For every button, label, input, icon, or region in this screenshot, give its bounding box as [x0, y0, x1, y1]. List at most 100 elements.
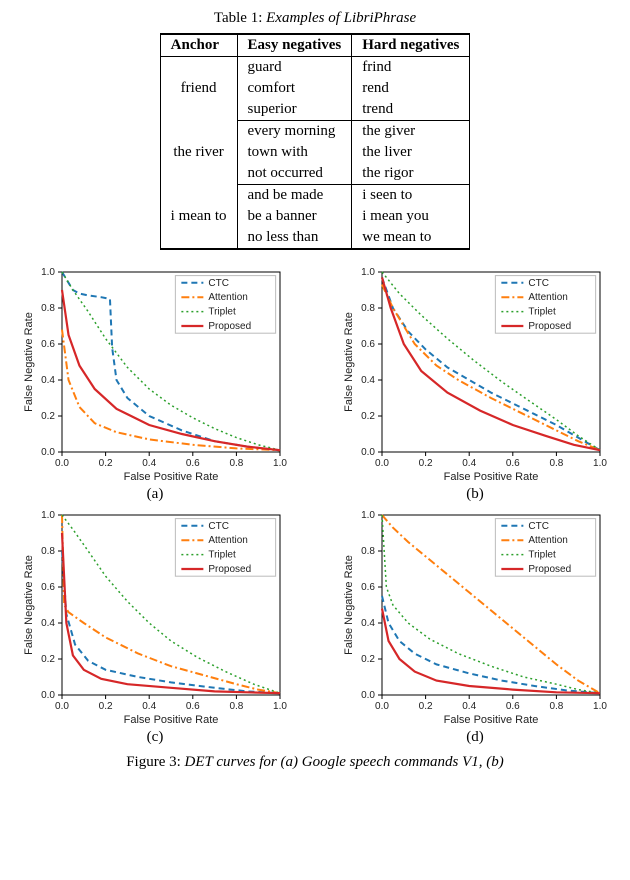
easy-cell: every morning [237, 121, 352, 143]
svg-text:0.4: 0.4 [41, 618, 55, 629]
figure-caption-body: DET curves for (a) Google speech command… [185, 754, 504, 770]
chart-label-a: (a) [10, 486, 300, 503]
svg-text:0.6: 0.6 [41, 339, 55, 350]
svg-text:0.0: 0.0 [361, 690, 375, 701]
chart-cell-b: 0.00.00.20.20.40.40.60.60.80.81.01.0Fals… [330, 264, 620, 503]
svg-text:Attention: Attention [528, 535, 567, 546]
svg-text:0.4: 0.4 [462, 458, 476, 469]
hard-cell: trend [352, 99, 470, 121]
svg-text:0.4: 0.4 [41, 375, 55, 386]
examples-table: Anchor Easy negatives Hard negatives fri… [160, 33, 471, 250]
svg-text:0.6: 0.6 [361, 582, 375, 593]
table-header-row: Anchor Easy negatives Hard negatives [160, 34, 470, 57]
col-anchor: Anchor [160, 34, 237, 57]
table-caption: Table 1: Examples of LibriPhrase [10, 10, 620, 27]
svg-text:0.2: 0.2 [361, 411, 375, 422]
det-chart-d: 0.00.00.20.20.40.40.60.60.80.81.01.0Fals… [340, 507, 610, 727]
hard-cell: i mean you [352, 206, 470, 227]
svg-text:False Positive Rate: False Positive Rate [444, 471, 539, 483]
svg-text:0.0: 0.0 [361, 447, 375, 458]
anchor-cell: friend [160, 57, 237, 121]
easy-cell: no less than [237, 227, 352, 249]
svg-text:0.4: 0.4 [361, 375, 375, 386]
easy-cell: superior [237, 99, 352, 121]
svg-text:CTC: CTC [528, 521, 549, 532]
chart-cell-d: 0.00.00.20.20.40.40.60.60.80.81.01.0Fals… [330, 507, 620, 746]
svg-text:1.0: 1.0 [273, 458, 287, 469]
chart-cell-a: 0.00.00.20.20.40.40.60.60.80.81.01.0Fals… [10, 264, 300, 503]
svg-text:Attention: Attention [208, 292, 247, 303]
figure-caption: Figure 3: DET curves for (a) Google spee… [10, 754, 620, 771]
svg-text:1.0: 1.0 [273, 701, 287, 712]
svg-text:0.0: 0.0 [41, 447, 55, 458]
svg-text:Proposed: Proposed [528, 321, 571, 332]
svg-text:0.2: 0.2 [99, 701, 113, 712]
svg-text:0.8: 0.8 [361, 303, 375, 314]
svg-text:Attention: Attention [208, 535, 247, 546]
easy-cell: and be made [237, 185, 352, 207]
chart-label-c: (c) [10, 729, 300, 746]
svg-text:False Positive Rate: False Positive Rate [124, 714, 219, 726]
svg-text:0.8: 0.8 [229, 458, 243, 469]
svg-text:False Negative Rate: False Negative Rate [23, 555, 35, 655]
svg-text:0.8: 0.8 [361, 546, 375, 557]
svg-text:0.8: 0.8 [549, 701, 563, 712]
svg-text:0.2: 0.2 [419, 701, 433, 712]
anchor-cell: i mean to [160, 185, 237, 250]
svg-text:Triplet: Triplet [528, 550, 556, 561]
easy-cell: town with [237, 142, 352, 163]
svg-text:False Negative Rate: False Negative Rate [343, 312, 355, 412]
svg-text:Attention: Attention [528, 292, 567, 303]
svg-text:0.6: 0.6 [186, 458, 200, 469]
hard-cell: rend [352, 78, 470, 99]
easy-cell: not occurred [237, 163, 352, 185]
svg-text:0.4: 0.4 [142, 701, 156, 712]
svg-text:0.4: 0.4 [462, 701, 476, 712]
svg-text:Proposed: Proposed [208, 564, 251, 575]
chart-label-b: (b) [330, 486, 620, 503]
svg-text:False Negative Rate: False Negative Rate [343, 555, 355, 655]
svg-text:0.6: 0.6 [361, 339, 375, 350]
anchor-cell: the river [160, 121, 237, 185]
svg-text:0.2: 0.2 [41, 411, 55, 422]
svg-text:0.0: 0.0 [55, 458, 69, 469]
svg-text:Triplet: Triplet [208, 550, 236, 561]
easy-cell: be a banner [237, 206, 352, 227]
svg-text:0.0: 0.0 [375, 458, 389, 469]
svg-text:0.6: 0.6 [41, 582, 55, 593]
svg-text:0.8: 0.8 [41, 303, 55, 314]
svg-text:1.0: 1.0 [41, 267, 55, 278]
table-row: i mean toand be madei seen to [160, 185, 470, 207]
svg-text:0.0: 0.0 [41, 690, 55, 701]
svg-text:0.2: 0.2 [361, 654, 375, 665]
svg-text:1.0: 1.0 [361, 510, 375, 521]
table-caption-title: Examples of LibriPhrase [266, 10, 416, 26]
table-caption-prefix: Table 1: [214, 10, 266, 26]
hard-cell: the rigor [352, 163, 470, 185]
svg-text:0.0: 0.0 [55, 701, 69, 712]
svg-text:Proposed: Proposed [528, 564, 571, 575]
svg-text:1.0: 1.0 [361, 267, 375, 278]
det-chart-b: 0.00.00.20.20.40.40.60.60.80.81.01.0Fals… [340, 264, 610, 484]
det-chart-c: 0.00.00.20.20.40.40.60.60.80.81.01.0Fals… [20, 507, 290, 727]
easy-cell: comfort [237, 78, 352, 99]
svg-text:False Negative Rate: False Negative Rate [23, 312, 35, 412]
svg-text:0.4: 0.4 [361, 618, 375, 629]
svg-text:0.2: 0.2 [99, 458, 113, 469]
hard-cell: the giver [352, 121, 470, 143]
svg-text:1.0: 1.0 [41, 510, 55, 521]
svg-text:Triplet: Triplet [208, 307, 236, 318]
chart-label-d: (d) [330, 729, 620, 746]
det-chart-a: 0.00.00.20.20.40.40.60.60.80.81.01.0Fals… [20, 264, 290, 484]
col-easy: Easy negatives [237, 34, 352, 57]
hard-cell: i seen to [352, 185, 470, 207]
svg-text:0.2: 0.2 [419, 458, 433, 469]
figure-caption-prefix: Figure 3: [126, 754, 184, 770]
svg-text:1.0: 1.0 [593, 701, 607, 712]
svg-text:0.8: 0.8 [549, 458, 563, 469]
svg-text:0.0: 0.0 [375, 701, 389, 712]
svg-text:0.6: 0.6 [506, 458, 520, 469]
svg-text:CTC: CTC [208, 521, 229, 532]
svg-text:CTC: CTC [528, 278, 549, 289]
hard-cell: we mean to [352, 227, 470, 249]
